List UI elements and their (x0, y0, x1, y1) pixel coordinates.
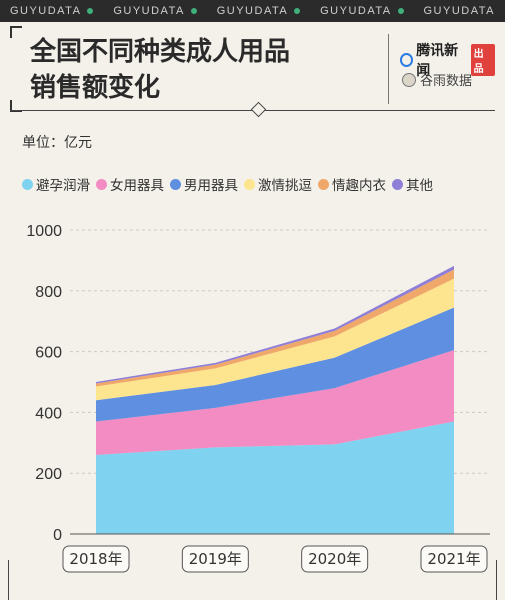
x-tick-label: 2020年 (308, 550, 361, 568)
banner-item: GUYUDATA (423, 5, 495, 17)
legend-item: 情趣内衣 (318, 174, 386, 194)
legend-item: 女用器具 (96, 174, 164, 194)
legend-item: 其他 (392, 174, 433, 194)
legend-swatch (96, 178, 107, 190)
guyu-data-brand: 谷雨数据 (402, 70, 472, 89)
top-banner: GUYUDATA GUYUDATA GUYUDATA GUYUDATA GUYU… (0, 0, 505, 22)
tencent-news-logo-icon (400, 53, 414, 67)
x-tick-box (301, 545, 369, 573)
area-series-3 (96, 307, 454, 422)
area-series-4 (96, 278, 454, 401)
x-tick-label: 2019年 (189, 550, 242, 568)
y-tick-label: 1000 (26, 223, 62, 240)
legend-item: 男用器具 (170, 174, 238, 194)
chart-title: 全国不同种类成人用品 销售额变化 (30, 37, 291, 103)
y-tick-label: 200 (35, 466, 62, 483)
x-tick-label: 2021年 (427, 550, 480, 568)
legend-item: 激情挑逗 (244, 174, 312, 194)
x-tick-box (181, 545, 249, 573)
banner-item: GUYUDATA (217, 5, 301, 17)
legend-item: 避孕润滑 (22, 174, 90, 194)
banner-item: GUYUDATA (320, 5, 404, 17)
legend-swatch (244, 178, 255, 190)
y-tick-label: 400 (35, 405, 62, 422)
guyu-logo-icon (402, 72, 416, 87)
legend-swatch (392, 178, 403, 190)
tencent-news-brand: 腾讯新闻 出品 (400, 40, 495, 80)
y-tick-label: 0 (53, 527, 62, 544)
legend-swatch (318, 178, 329, 190)
y-tick-label: 800 (35, 284, 62, 301)
legend-swatch (22, 178, 33, 190)
banner-item: GUYUDATA (113, 5, 197, 17)
stacked-area-chart: 0 200 400 600 800 1000 2018年 2019年 2020年 2021年 (26, 223, 490, 573)
area-series-1 (96, 421, 454, 534)
area-series-2 (96, 350, 454, 455)
chart-header: 全国不同种类成人用品 销售额变化 腾讯新闻 出品 谷雨数据 (10, 26, 495, 112)
y-tick-label: 600 (35, 345, 62, 362)
legend-swatch (170, 178, 181, 190)
x-tick-box (420, 545, 488, 573)
chart-legend: 避孕润滑 女用器具 男用器具 激情挑逗 情趣内衣 其他 (22, 174, 433, 194)
x-tick-box (62, 545, 130, 573)
unit-label: 单位：亿元 (22, 135, 92, 151)
x-tick-label: 2018年 (69, 550, 122, 568)
banner-item: GUYUDATA (10, 5, 94, 17)
